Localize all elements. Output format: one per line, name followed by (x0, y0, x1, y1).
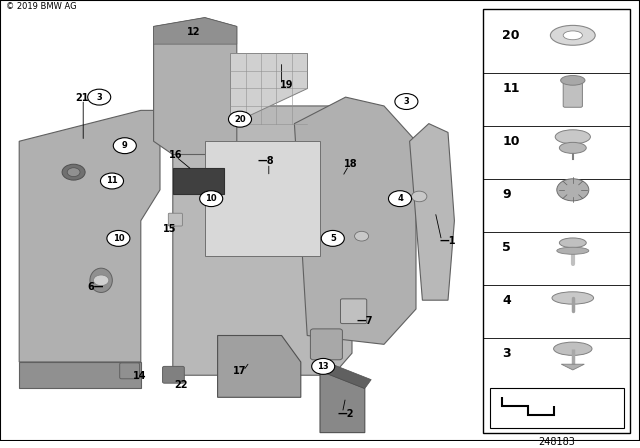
Text: 12: 12 (187, 27, 201, 37)
Ellipse shape (561, 75, 585, 85)
Text: 10: 10 (205, 194, 217, 203)
Text: © 2019 BMW AG: © 2019 BMW AG (6, 2, 77, 11)
FancyBboxPatch shape (163, 366, 184, 383)
Polygon shape (320, 371, 365, 433)
Text: 9: 9 (502, 188, 511, 201)
Ellipse shape (552, 292, 593, 304)
FancyBboxPatch shape (168, 213, 182, 226)
Circle shape (312, 358, 335, 375)
Circle shape (228, 111, 252, 127)
Text: 6—: 6— (88, 282, 104, 292)
Text: —8: —8 (257, 156, 274, 166)
Text: 13: 13 (317, 362, 329, 371)
Text: 22: 22 (174, 380, 188, 390)
Polygon shape (294, 97, 416, 345)
Text: 15: 15 (163, 224, 177, 234)
Text: —1: —1 (440, 236, 456, 246)
Circle shape (93, 275, 109, 286)
Ellipse shape (557, 179, 589, 201)
FancyBboxPatch shape (483, 9, 630, 433)
Circle shape (395, 94, 418, 109)
Text: 9: 9 (122, 141, 127, 150)
Text: 18: 18 (344, 159, 358, 169)
Text: 14: 14 (132, 371, 147, 381)
Text: 3: 3 (97, 93, 102, 102)
Polygon shape (320, 362, 371, 388)
Polygon shape (205, 141, 320, 256)
FancyBboxPatch shape (340, 299, 367, 323)
Text: 3: 3 (502, 347, 511, 360)
Ellipse shape (90, 268, 113, 293)
Text: 10: 10 (502, 135, 520, 148)
Polygon shape (173, 106, 371, 375)
Ellipse shape (559, 238, 586, 248)
Text: 4: 4 (502, 294, 511, 307)
Polygon shape (218, 336, 301, 397)
Ellipse shape (557, 247, 589, 254)
FancyBboxPatch shape (490, 388, 624, 428)
Circle shape (412, 191, 427, 202)
Text: —7: —7 (356, 316, 373, 326)
Circle shape (100, 173, 124, 189)
Text: 5: 5 (502, 241, 511, 254)
Polygon shape (154, 17, 237, 155)
Text: 248183: 248183 (538, 437, 575, 447)
Ellipse shape (550, 26, 595, 45)
Polygon shape (410, 124, 454, 300)
Circle shape (321, 230, 344, 246)
Circle shape (232, 113, 248, 125)
Text: 10: 10 (113, 234, 124, 243)
Text: 4: 4 (397, 194, 403, 203)
FancyBboxPatch shape (310, 329, 342, 360)
FancyBboxPatch shape (120, 363, 140, 379)
Ellipse shape (554, 342, 592, 355)
Text: 16: 16 (169, 151, 183, 160)
Circle shape (113, 138, 136, 154)
Polygon shape (19, 362, 141, 388)
Text: 21: 21 (75, 93, 89, 103)
Text: 5: 5 (330, 234, 336, 243)
Text: 20: 20 (502, 29, 520, 42)
Ellipse shape (555, 130, 590, 144)
Ellipse shape (563, 31, 582, 40)
Circle shape (88, 89, 111, 105)
Text: 19: 19 (280, 80, 294, 90)
Text: 17: 17 (233, 366, 247, 376)
Text: 3: 3 (404, 97, 409, 106)
Polygon shape (19, 110, 160, 362)
Text: 11: 11 (106, 177, 118, 185)
Polygon shape (561, 364, 584, 370)
Text: —2: —2 (337, 409, 354, 419)
FancyBboxPatch shape (563, 82, 582, 107)
Text: 11: 11 (502, 82, 520, 95)
Circle shape (355, 231, 369, 241)
Polygon shape (230, 53, 307, 124)
Polygon shape (154, 17, 237, 44)
Circle shape (200, 191, 223, 207)
Circle shape (62, 164, 85, 180)
Text: 20: 20 (234, 115, 246, 124)
Circle shape (388, 191, 412, 207)
Polygon shape (173, 168, 224, 194)
Ellipse shape (559, 142, 586, 153)
Circle shape (107, 230, 130, 246)
Circle shape (67, 168, 80, 177)
